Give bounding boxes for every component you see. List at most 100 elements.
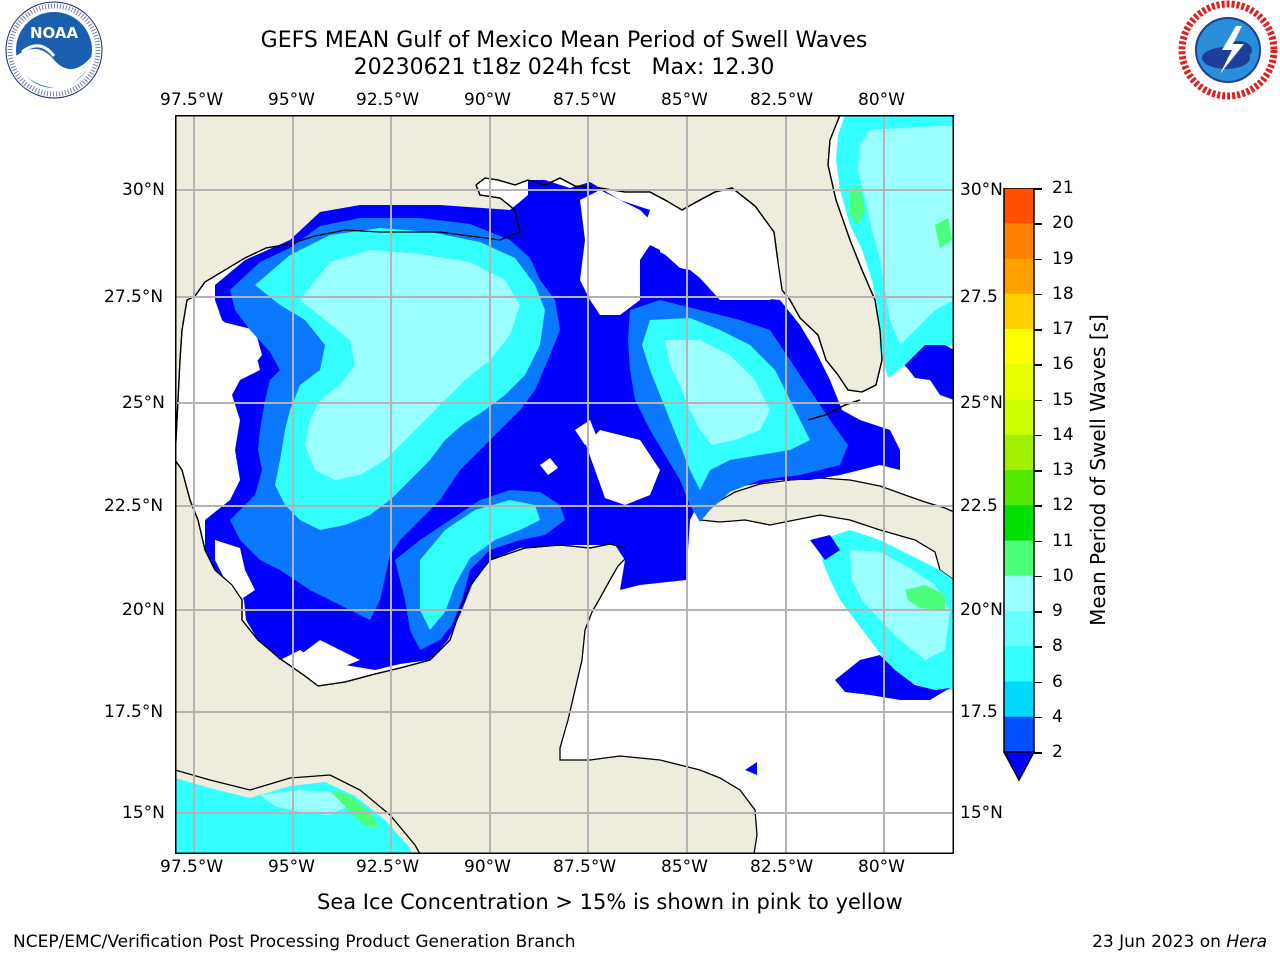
colorbar [1003, 188, 1036, 782]
graticule [175, 115, 954, 854]
swell-gap [215, 540, 255, 600]
colorbar-tick-label: 20 [1052, 213, 1074, 234]
swell-caribbean-light [850, 550, 950, 660]
colorbar-segment [1004, 399, 1034, 436]
swell-pacific-green [330, 790, 380, 828]
lat-tick-left: 17.5°N [104, 702, 164, 722]
lon-tick-top: 80°W [858, 90, 905, 110]
colorbar-tick-label: 18 [1052, 283, 1074, 304]
swell-8-9-east [665, 340, 770, 445]
date-prefix: 23 Jun 2023 on [1092, 932, 1227, 952]
colorbar-title: Mean Period of Swell Waves [s] [1086, 314, 1110, 626]
lon-tick-top: 85°W [661, 90, 708, 110]
colorbar-segment [1004, 434, 1034, 471]
swell-8-9 [300, 250, 520, 480]
lon-tick-bottom: 90°W [464, 857, 511, 877]
lat-tick-left: 25°N [122, 393, 165, 413]
colorbar-tick-label: 12 [1052, 495, 1074, 516]
colorbar-tick-label: 13 [1052, 460, 1074, 480]
colorbar-tick [1034, 329, 1042, 331]
lon-tick-bottom: 82.5°W [750, 857, 814, 877]
lon-tick-bottom: 92.5°W [356, 857, 420, 877]
colorbar-tick [1034, 540, 1042, 542]
swell-atlantic-blue [905, 345, 954, 400]
colorbar-segment [1004, 681, 1034, 718]
map-subtitle: 20230621 t18z 024h fcst Max: 12.30 [353, 55, 775, 80]
coastline [175, 184, 626, 687]
colorbar-segment [1004, 258, 1034, 295]
lon-tick-top: 90°W [464, 90, 511, 110]
map-title: GEFS MEAN Gulf of Mexico Mean Period of … [260, 28, 868, 53]
swell-pacific-light [260, 790, 350, 815]
nws-logo [1178, 0, 1278, 100]
ice-note: Sea Ice Concentration > 15% is shown in … [317, 890, 903, 914]
colorbar-segment [1004, 329, 1034, 365]
colorbar-tick [1034, 505, 1042, 507]
swell-caribbean-small [745, 762, 757, 775]
colorbar-tick-label: 11 [1052, 530, 1074, 551]
swell-caribbean-blue [810, 535, 840, 560]
swell-caribbean-blue [835, 655, 950, 700]
swell-atlantic-light [858, 125, 954, 345]
colorbar-tick [1034, 188, 1042, 190]
colorbar-tick [1034, 575, 1042, 578]
lat-tick-left: 30°N [122, 180, 165, 200]
lon-tick-bottom: 97.5°W [160, 857, 224, 877]
colorbar-tick [1034, 399, 1042, 401]
colorbar-segment [1004, 611, 1034, 647]
colorbar-segment [1004, 540, 1034, 577]
colorbar-tick [1034, 716, 1042, 719]
lat-tick-left: 20°N [122, 600, 165, 620]
colorbar-segment [1004, 575, 1034, 612]
lat-tick-left: 15°N [122, 803, 165, 823]
lon-tick-top: 82.5°W [750, 90, 814, 110]
colorbar-tick [1034, 646, 1042, 648]
colorbar-tick [1034, 470, 1042, 472]
lat-tick-right: 30°N [960, 180, 1003, 200]
swell-gap [586, 430, 660, 505]
colorbar-segment [1004, 505, 1034, 541]
colorbar-tick-label: 15 [1052, 389, 1074, 410]
colorbar-tick-label: 9 [1052, 601, 1063, 621]
date-host: Hera [1226, 932, 1267, 952]
lon-tick-top: 97.5°W [160, 90, 224, 110]
colorbar-tick [1034, 434, 1042, 437]
swell-atlantic-green [850, 185, 865, 225]
lon-tick-top: 92.5°W [356, 90, 420, 110]
lon-tick-bottom: 95°W [268, 857, 315, 877]
lon-tick-bottom: 85°W [661, 857, 708, 877]
colorbar-segment [1004, 470, 1034, 506]
colorbar-tick [1034, 364, 1042, 366]
noaa-logo-text: NOAA [30, 24, 79, 42]
swell-gap [575, 420, 598, 445]
colorbar-tick [1034, 223, 1042, 225]
colorbar-tick-label: 21 [1052, 178, 1074, 198]
lat-tick-right: 27.5 [960, 287, 998, 307]
swell-caribbean-green [905, 585, 945, 610]
colorbar-tick-label: 10 [1052, 565, 1074, 586]
lat-tick-right: 25°N [960, 393, 1003, 413]
colorbar-tick-label: 8 [1052, 636, 1063, 657]
credit-text: NCEP/EMC/Verification Post Processing Pr… [13, 932, 576, 952]
colorbar-tick-label: 2 [1052, 742, 1063, 762]
lat-tick-right: 20°N [960, 600, 1003, 620]
lon-tick-bottom: 80°W [858, 857, 905, 877]
colorbar-extend-arrow [1003, 751, 1036, 782]
colorbar-tick-label: 6 [1052, 671, 1063, 692]
colorbar-tick-label: 4 [1052, 706, 1063, 727]
colorbar-segment [1004, 188, 1034, 224]
lat-tick-left: 27.5°N [104, 287, 164, 307]
swell-gap [300, 640, 360, 672]
colorbar-tick [1034, 752, 1042, 754]
swell-gap [580, 190, 655, 315]
swell-gap [540, 458, 558, 475]
swell-gap [188, 320, 262, 505]
swell-6-8-south [420, 500, 540, 630]
lat-tick-right: 22.5 [960, 496, 998, 516]
colorbar-segment [1004, 646, 1034, 682]
colorbar-tick-label: 16 [1052, 354, 1074, 375]
lon-tick-top: 95°W [268, 90, 315, 110]
map-frame [175, 115, 954, 854]
colorbar-segment [1004, 293, 1034, 330]
map-panel [175, 115, 954, 854]
